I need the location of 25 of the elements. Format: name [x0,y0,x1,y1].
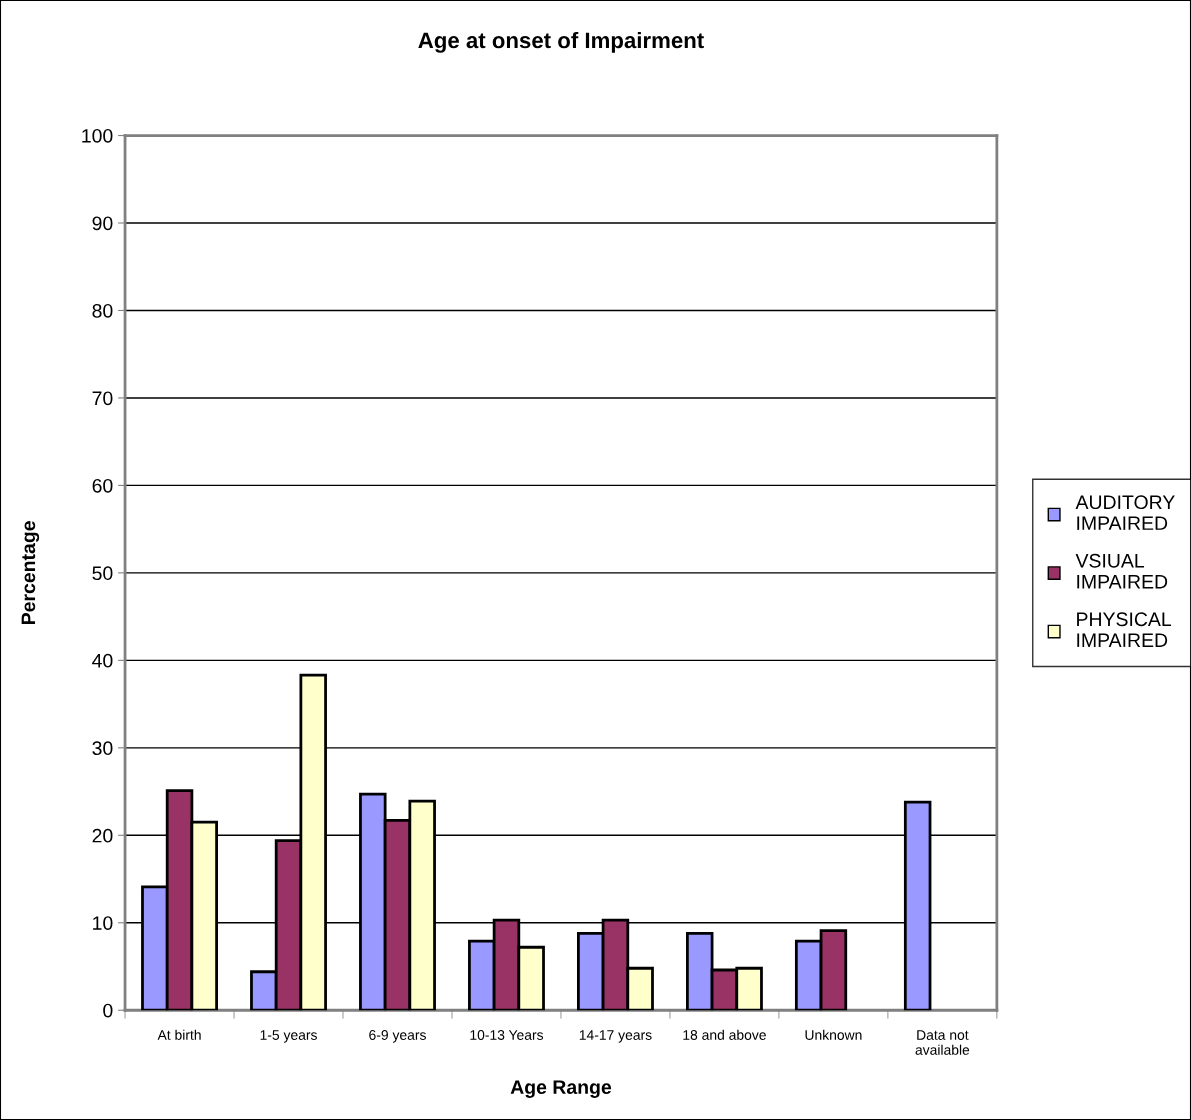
x-tick-label: 1-5 years [260,1030,317,1043]
x-axis-title: Age Range [510,1080,612,1098]
x-tick-label: At birth [157,1029,201,1040]
y-tick-label: 20 [92,828,113,843]
y-tick-label: 60 [92,478,113,493]
legend-label: AUDITORY IMPAIRED [1075,495,1175,530]
x-tick-label: 6-9 years [369,1030,426,1043]
y-axis-title: Percentage [21,521,40,624]
y-tick-label: 100 [82,128,113,143]
y-tick-label: 0 [103,1003,113,1018]
x-tick-label: 14-17 years [579,1030,652,1043]
y-tick-label: 70 [92,391,113,406]
y-tick-label: 30 [92,741,113,756]
x-tick-label: 10-13 Years [470,1030,544,1040]
x-tick-label: Data not available [915,1030,970,1055]
x-tick-label: 18 and above [683,1029,766,1040]
legend-label: VSIUAL IMPAIRED [1075,553,1168,589]
y-tick-label: 40 [92,653,113,668]
y-tick-label: 80 [92,303,113,318]
y-tick-label: 90 [92,216,113,231]
legend-label: PHYSICAL IMPAIRED [1077,612,1172,647]
y-tick-label: 50 [92,566,113,581]
x-tick-label: Unknown [805,1029,862,1040]
y-tick-label: 10 [93,916,113,930]
chart-title: Age at onset of Impairment [418,31,704,53]
